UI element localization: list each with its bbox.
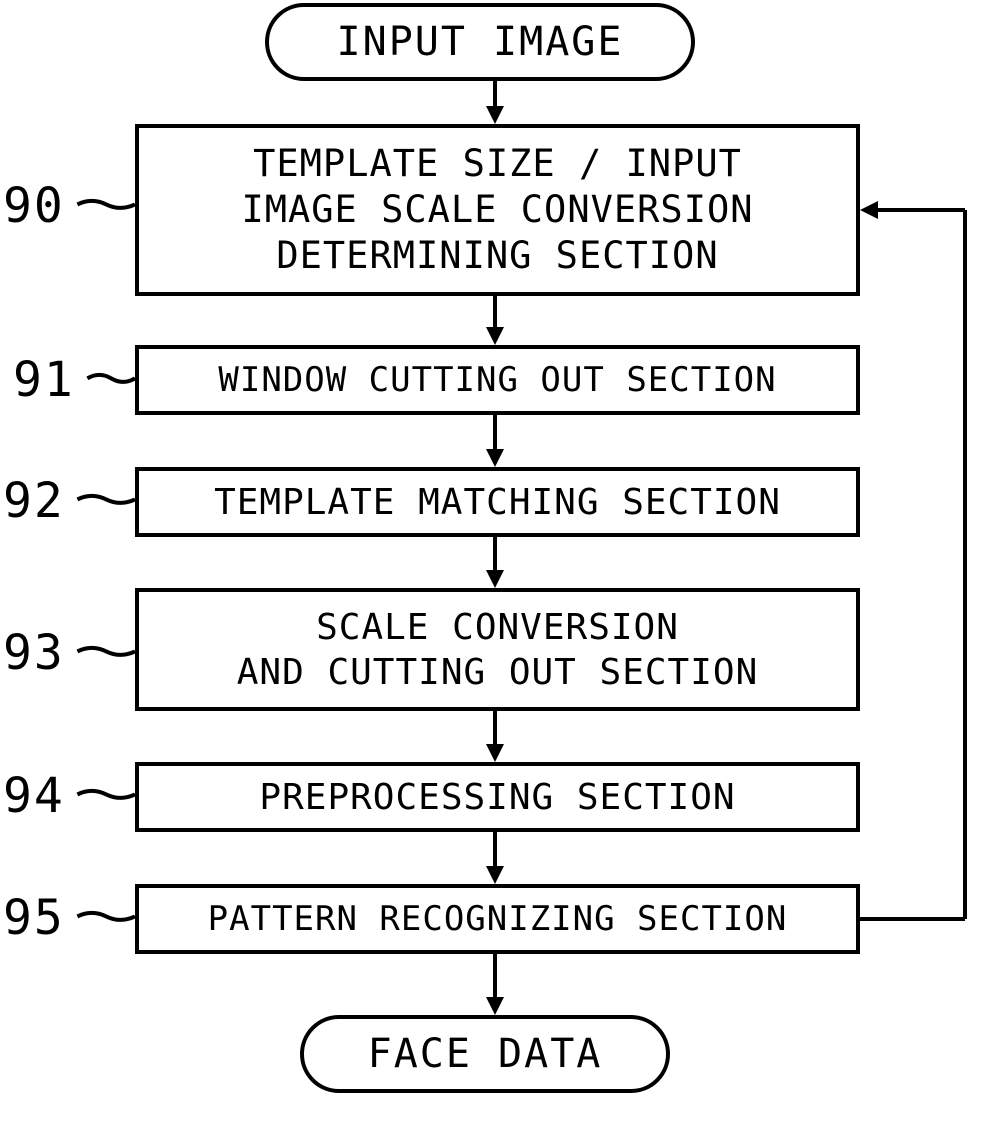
process-label: WINDOW CUTTING OUT SECTION bbox=[218, 359, 776, 402]
ref-label-92: 92 bbox=[3, 473, 65, 529]
terminator-label: FACE DATA bbox=[368, 1031, 603, 1077]
process-template-size-determining: TEMPLATE SIZE / INPUT IMAGE SCALE CONVER… bbox=[135, 124, 860, 296]
ref-label-90: 90 bbox=[3, 178, 65, 234]
process-label: PREPROCESSING SECTION bbox=[259, 775, 735, 820]
process-template-matching: TEMPLATE MATCHING SECTION bbox=[135, 467, 860, 537]
process-label: SCALE CONVERSION AND CUTTING OUT SECTION bbox=[237, 605, 759, 695]
flowchart-canvas: INPUT IMAGE TEMPLATE SIZE / INPUT IMAGE … bbox=[0, 0, 995, 1147]
process-scale-conversion-cutting-out: SCALE CONVERSION AND CUTTING OUT SECTION bbox=[135, 588, 860, 711]
process-label: PATTERN RECOGNIZING SECTION bbox=[208, 898, 788, 941]
ref-label-94: 94 bbox=[3, 768, 65, 824]
process-window-cutting-out: WINDOW CUTTING OUT SECTION bbox=[135, 345, 860, 415]
ref-label-93: 93 bbox=[3, 625, 65, 681]
process-label: TEMPLATE MATCHING SECTION bbox=[214, 480, 781, 525]
ref-label-95: 95 bbox=[3, 890, 65, 946]
process-pattern-recognizing: PATTERN RECOGNIZING SECTION bbox=[135, 884, 860, 954]
process-label: TEMPLATE SIZE / INPUT IMAGE SCALE CONVER… bbox=[241, 141, 753, 280]
terminator-face-data: FACE DATA bbox=[300, 1015, 670, 1093]
process-preprocessing: PREPROCESSING SECTION bbox=[135, 762, 860, 832]
terminator-label: INPUT IMAGE bbox=[337, 19, 624, 65]
ref-label-91: 91 bbox=[13, 352, 75, 408]
terminator-input-image: INPUT IMAGE bbox=[265, 3, 695, 81]
